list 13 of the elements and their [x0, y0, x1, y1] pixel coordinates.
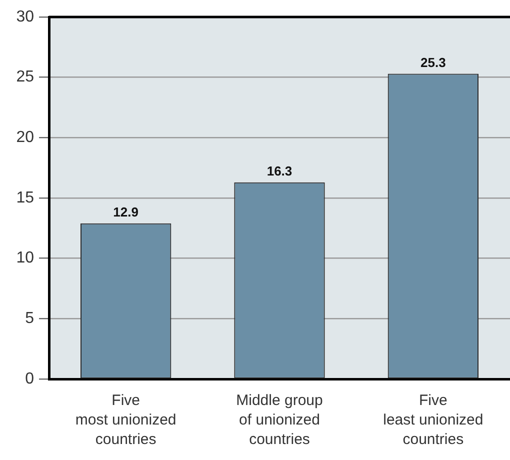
y-tick-label: 15 [16, 189, 34, 206]
y-tick-label: 0 [25, 370, 34, 388]
data-label: 12.9 [113, 204, 138, 220]
y-tick-label: 30 [16, 8, 34, 26]
y-tick-label: 10 [16, 250, 34, 267]
x-tick-label: Middle group of unionized countries [236, 392, 323, 448]
y-tick-label: 5 [25, 310, 34, 328]
data-label: 25.3 [420, 54, 446, 70]
x-tick-label: Five least unionized countries [383, 392, 484, 448]
data-label: 16.3 [266, 163, 292, 178]
y-tick-label: 20 [16, 129, 34, 146]
x-tick-label: Five most unionized countries [75, 392, 176, 448]
y-tick-label: 25 [16, 68, 34, 86]
